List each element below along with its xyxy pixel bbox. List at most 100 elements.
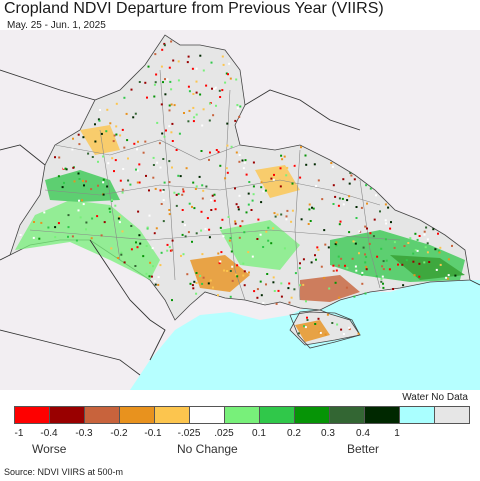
- ndvi-pixel: [364, 225, 367, 228]
- ndvi-pixel: [138, 181, 141, 184]
- ndvi-pixel: [177, 192, 180, 195]
- ndvi-pixel: [294, 272, 297, 275]
- ndvi-pixel: [342, 333, 345, 335]
- ndvi-pixel: [317, 248, 320, 251]
- ndvi-pixel: [330, 162, 333, 164]
- ndvi-pixel: [286, 209, 289, 212]
- ndvi-pixel: [71, 235, 74, 238]
- ndvi-pixel: [211, 194, 214, 197]
- ndvi-pixel: [63, 181, 65, 184]
- ndvi-pixel: [162, 199, 165, 202]
- ndvi-pixel: [175, 149, 178, 151]
- ndvi-pixel: [369, 232, 372, 235]
- ndvi-pixel: [236, 275, 239, 278]
- ndvi-pixel: [245, 173, 248, 176]
- ndvi-pixel: [192, 93, 195, 95]
- ndvi-pixel: [315, 185, 318, 187]
- ndvi-pixel: [153, 232, 156, 235]
- ndvi-pixel: [195, 113, 198, 116]
- ndvi-pixel: [304, 326, 307, 329]
- ndvi-pixel: [157, 283, 160, 286]
- ndvi-pixel: [159, 264, 162, 267]
- ndvi-pixel: [234, 187, 236, 190]
- ndvi-pixel: [236, 264, 239, 267]
- ndvi-pixel: [169, 249, 172, 252]
- ndvi-pixel: [235, 151, 238, 154]
- ndvi-pixel: [77, 209, 80, 212]
- ndvi-pixel: [210, 209, 213, 211]
- ndvi-pixel: [293, 164, 296, 167]
- ndvi-pixel: [280, 295, 283, 298]
- ndvi-pixel: [438, 251, 441, 254]
- ndvi-pixel: [122, 168, 125, 170]
- ndvi-pixel: [348, 195, 351, 198]
- ndvi-pixel: [78, 199, 80, 202]
- ndvi-pixel: [435, 268, 438, 271]
- ndvi-pixel: [97, 184, 99, 187]
- ndvi-pixel: [189, 282, 192, 285]
- ndvi-pixel: [110, 247, 113, 250]
- ndvi-pixel: [168, 109, 171, 112]
- ndvi-pixel: [239, 225, 242, 228]
- ndvi-pixel: [346, 267, 349, 269]
- ndvi-pixel: [161, 132, 164, 135]
- ndvi-pixel: [260, 181, 263, 184]
- ndvi-pixel: [202, 69, 205, 72]
- ndvi-pixel: [309, 220, 312, 222]
- ndvi-pixel: [348, 231, 351, 234]
- ndvi-pixel: [91, 156, 94, 158]
- ndvi-pixel: [226, 144, 229, 147]
- ndvi-pixel: [188, 90, 191, 93]
- ndvi-pixel: [222, 63, 225, 66]
- ndvi-pixel: [305, 300, 307, 303]
- ndvi-pixel: [114, 159, 117, 162]
- ndvi-pixel: [73, 180, 76, 183]
- ndvi-pixel: [175, 204, 178, 207]
- ndvi-pixel: [144, 81, 147, 84]
- ndvi-pixel: [108, 207, 111, 210]
- ndvi-pixel: [402, 284, 405, 287]
- ndvi-pixel: [107, 162, 110, 165]
- legend-swatch: [189, 406, 225, 424]
- ndvi-pixel: [111, 157, 114, 160]
- ndvi-pixel: [186, 273, 189, 276]
- ndvi-pixel: [331, 165, 334, 168]
- ndvi-pixel: [302, 283, 305, 286]
- ndvi-pixel: [156, 121, 159, 124]
- ndvi-pixel: [351, 257, 354, 260]
- ndvi-pixel: [381, 275, 384, 278]
- ndvi-pixel: [279, 185, 282, 188]
- ndvi-pixel: [403, 245, 406, 247]
- ndvi-pixel: [117, 257, 120, 259]
- ndvi-pixel: [71, 148, 74, 151]
- ndvi-pixel: [162, 220, 165, 223]
- ndvi-pixel: [306, 319, 309, 321]
- ndvi-pixel: [175, 193, 178, 196]
- ndvi-pixel: [241, 159, 244, 162]
- ndvi-pixel: [445, 276, 448, 279]
- ndvi-pixel: [375, 194, 377, 197]
- ndvi-pixel: [424, 246, 427, 249]
- ndvi-pixel: [154, 53, 157, 56]
- ndvi-pixel: [214, 86, 217, 89]
- ndvi-pixel: [87, 152, 90, 155]
- ndvi-pixel: [134, 265, 137, 267]
- ndvi-pixel: [121, 191, 124, 194]
- ndvi-pixel: [317, 317, 320, 320]
- ndvi-pixel: [187, 55, 190, 58]
- ndvi-pixel: [281, 158, 284, 161]
- ndvi-pixel: [118, 221, 121, 224]
- ndvi-pixel: [382, 282, 384, 285]
- ndvi-pixel: [225, 167, 228, 170]
- ndvi-pixel: [326, 313, 329, 316]
- ndvi-pixel: [200, 229, 203, 232]
- ndvi-pixel: [236, 104, 239, 106]
- ndvi-pixel: [67, 226, 70, 229]
- ndvi-pixel: [250, 209, 253, 211]
- ndvi-pixel: [171, 249, 174, 252]
- ndvi-pixel: [177, 79, 180, 82]
- ndvi-pixel: [225, 72, 228, 75]
- ndvi-pixel: [145, 174, 147, 177]
- ndvi-pixel: [346, 199, 349, 202]
- ndvi-pixel: [340, 257, 343, 260]
